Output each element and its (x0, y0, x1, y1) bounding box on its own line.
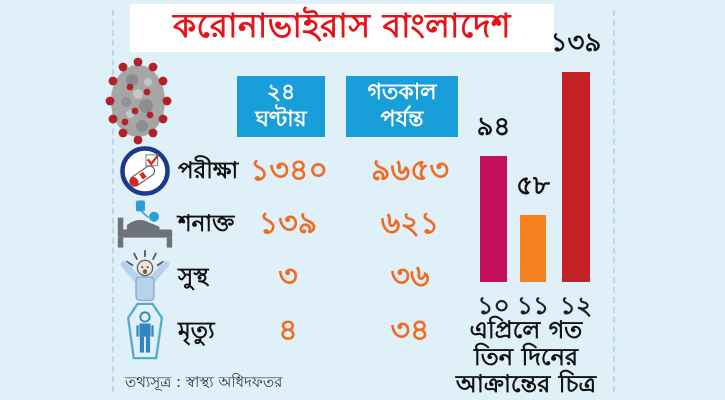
bar-chart: ৯৪ ৫৮ ১৩৯ ১০ ১১ ১২ (470, 28, 610, 322)
detected-till-yesterday-value: ৬২১ (380, 205, 440, 241)
chart-bar (480, 156, 507, 282)
chart-caption-line1: এপ্রিলে গত (469, 316, 583, 344)
chart-bar (520, 215, 546, 282)
chart-caption-line3: আক্রান্তের চিত্র (455, 369, 597, 398)
bar-category-label: ১০ (477, 291, 510, 320)
recovered-till-yesterday-value: ৩৬ (390, 258, 430, 294)
table-row-deaths: মৃত্যু ৪ ৩৪ (112, 302, 470, 360)
column-header-24-hours: ২৪ ঘণ্টায় (237, 76, 325, 137)
chart-caption: এপ্রিলে গত তিন দিনের আক্রান্তের চিত্র (434, 317, 618, 398)
table-row-recovered: সুস্থ ৩ ৩৬ (112, 250, 470, 304)
tests-last-24h-value: ১৩৪০ (250, 152, 328, 188)
bar-chart-categories: ১০ ১১ ১২ (470, 286, 610, 320)
left-fold-dashed-line (112, 10, 114, 392)
table-row-tests: পরীক্ষা ১৩৪০ ৯৬৫৩ (112, 144, 470, 198)
row-label-detected: শনাক্ত (178, 210, 235, 237)
tests-till-yesterday-value: ৯৬৫৩ (371, 152, 449, 188)
coronavirus-icon (104, 56, 176, 150)
bar-category-label: ১১ (516, 291, 550, 320)
bar-category-label: ১২ (559, 291, 593, 320)
coronavirus-icon-svg (105, 57, 172, 145)
column-header-till-yesterday-line2: পর্যন্ত (380, 106, 424, 132)
table-row-detected: শনাক্ত ১৩৯ ৬২১ (112, 197, 470, 251)
chart-caption-line2: তিন দিনের (473, 342, 579, 371)
chart-bar (562, 72, 590, 282)
column-header-till-yesterday: গতকাল পর্যন্ত (346, 76, 458, 137)
bar-chart-plot: ৯৪ ৫৮ ১৩৯ (470, 28, 610, 282)
row-label-tests: পরীক্ষা (178, 157, 239, 184)
deaths-last-24h-value: ৪ (278, 312, 298, 348)
bar-value-label: ৯৪ (476, 112, 511, 142)
recovered-person-icon (112, 249, 178, 305)
title-background-band (130, 4, 554, 52)
column-header-24-hours-line1: ২৪ (266, 80, 296, 106)
detected-last-24h-value: ১৩৯ (258, 205, 318, 241)
bar-value-label: ৫৮ (516, 171, 550, 201)
hospital-bed-icon (112, 199, 178, 249)
test-tube-icon (112, 144, 178, 198)
coffin-icon (112, 302, 178, 360)
right-fold-dashed-line (613, 10, 615, 392)
source-credit: তথ্যসূত্র : স্বাস্থ্য অধিদফতর (125, 373, 283, 391)
recovered-last-24h-value: ৩ (278, 258, 298, 294)
row-label-deaths: মৃত্যু (178, 317, 215, 344)
page-title: করোনাভাইরাস বাংলাদেশ (172, 6, 512, 45)
column-header-24-hours-line2: ঘণ্টায় (255, 106, 307, 132)
row-label-recovered: সুস্থ (178, 263, 209, 290)
bar-value-label: ১৩৯ (550, 28, 602, 58)
deaths-till-yesterday-value: ৩৪ (390, 312, 430, 348)
column-header-till-yesterday-line1: গতকাল (367, 80, 437, 106)
